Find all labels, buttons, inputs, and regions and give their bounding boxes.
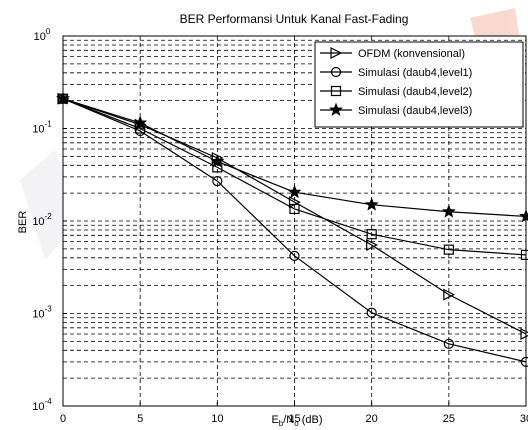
data-point <box>366 229 377 240</box>
legend-marker <box>330 47 343 59</box>
legend-marker <box>329 102 343 116</box>
series-line <box>62 98 527 256</box>
y-tick-label: 10-2 <box>32 212 52 228</box>
legend-label: OFDM (konvensional) <box>358 48 465 60</box>
x-axis-label: Eb/No (dB) <box>271 414 322 428</box>
legend-box <box>314 41 524 128</box>
data-point <box>133 115 148 129</box>
x-tick-label: 5 <box>137 413 143 425</box>
legend-label: Simulasi (daub4,level1) <box>358 67 472 79</box>
data-point <box>210 154 225 168</box>
legend: OFDM (konvensional) Simulasi (daub4,level… <box>314 41 524 128</box>
x-tick-label: 0 <box>60 413 66 425</box>
y-tick-label: 10-4 <box>32 397 52 413</box>
legend-label: Simulasi (daub4,level2) <box>358 86 472 98</box>
legend-marker <box>330 85 342 97</box>
data-point <box>364 197 379 211</box>
x-tick-label: 20 <box>366 413 378 425</box>
legend-marker <box>330 66 342 78</box>
x-tick-labels: 0 5 10 15 20 25 30 <box>60 402 528 425</box>
y-axis-label: BER <box>17 211 29 234</box>
chart-title: BER Performansi Untuk Kanal Fast-Fading <box>180 12 409 26</box>
series-line <box>62 98 527 363</box>
x-tick-label: 25 <box>443 413 455 425</box>
grid <box>63 36 526 406</box>
y-tick-label: 10-1 <box>32 120 52 136</box>
x-tick-label: 10 <box>211 413 223 425</box>
data-point <box>212 175 223 187</box>
x-tick-label: 15 <box>288 413 300 425</box>
x-tick-label: 30 <box>520 413 528 425</box>
data-point <box>441 204 456 218</box>
legend-label: Simulasi (daub4,level3) <box>358 105 472 117</box>
data-point <box>289 250 300 261</box>
data-point <box>366 239 379 251</box>
y-tick-labels: 100 10-1 10-2 10-3 10-4 <box>32 27 67 413</box>
data-point <box>289 203 300 215</box>
data-point <box>443 288 456 301</box>
data-point <box>443 244 454 255</box>
data-point <box>443 338 454 349</box>
data-point <box>287 184 302 199</box>
data-point <box>366 307 377 318</box>
y-tick-label: 10-3 <box>32 305 52 321</box>
y-tick-label: 100 <box>34 27 51 43</box>
